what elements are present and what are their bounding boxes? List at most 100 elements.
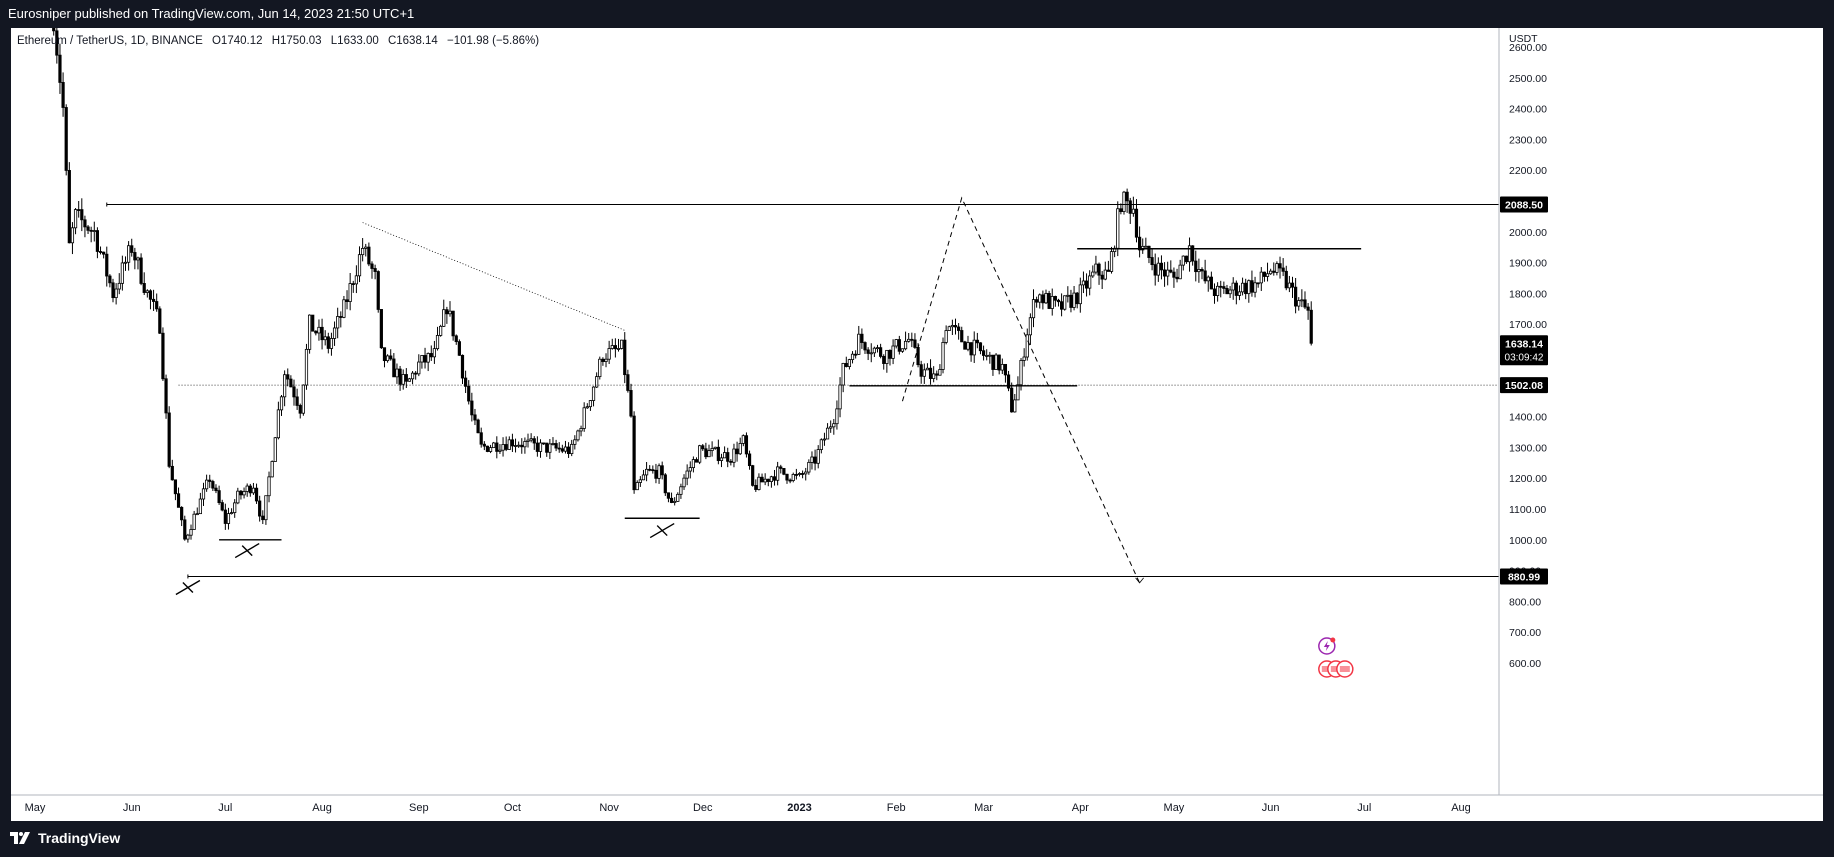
candle-body (111, 282, 115, 299)
candle-body (738, 443, 742, 455)
candle-body (570, 443, 574, 455)
candle-body (1184, 255, 1189, 263)
candle-body (155, 301, 159, 310)
candle-body (613, 345, 617, 350)
candle-body (966, 342, 970, 350)
tradingview-logo[interactable]: TradingView (10, 830, 120, 846)
candle-body (323, 336, 327, 341)
currency-label: USDT (1509, 33, 1538, 45)
candle-body (673, 500, 677, 503)
candle-body (289, 378, 293, 388)
time-tick-label: Aug (1451, 802, 1471, 814)
candle-body (1281, 267, 1285, 272)
candle-body (1006, 374, 1011, 389)
candle-body (722, 452, 727, 459)
candle-body (710, 448, 714, 451)
candle-body (336, 316, 340, 329)
candle-body (635, 482, 639, 491)
candle-body (875, 347, 880, 350)
candle-body (370, 263, 374, 269)
time-tick-label: 2023 (787, 802, 811, 814)
price-tick-label: 600.00 (1509, 658, 1541, 670)
candle-body (994, 354, 998, 370)
candle-body (351, 283, 355, 285)
candle-body (320, 326, 324, 341)
price-chart[interactable]: USDT600.00700.00800.00900.001000.001100.… (11, 28, 1823, 821)
candle-body (73, 209, 78, 229)
candle-body (797, 473, 802, 475)
candle-body (1175, 276, 1179, 280)
candle-body (158, 308, 162, 334)
candle-body (295, 396, 299, 406)
candle-body (195, 513, 199, 516)
chart-area[interactable]: USDT600.00700.00800.00900.001000.001100.… (11, 28, 1823, 821)
candle-body (819, 439, 823, 450)
candle-body (114, 288, 118, 299)
candle-body (498, 449, 502, 452)
candle-body (632, 415, 636, 491)
candle-body (916, 346, 920, 366)
candle-body (941, 342, 945, 370)
candle-body (669, 497, 674, 503)
candle-body (264, 495, 268, 521)
candle-body (1265, 273, 1270, 277)
candle-body (538, 442, 543, 452)
change-value: −101.98 (−5.86%) (447, 35, 540, 47)
price-label-mid (1500, 377, 1548, 394)
price-tick-label: 2000.00 (1509, 227, 1547, 239)
candle-body (925, 367, 930, 371)
price-tick-label: 2300.00 (1509, 134, 1547, 146)
candle-body (716, 446, 720, 461)
candle-body (339, 316, 343, 318)
candle-body (1119, 208, 1123, 212)
candle-body (273, 437, 277, 462)
candle-body (813, 456, 817, 464)
candle-body (760, 476, 764, 483)
candle-body (1059, 301, 1064, 310)
candle-body (67, 170, 71, 244)
candle-body (357, 254, 362, 277)
candle-body (64, 107, 68, 171)
candle-body (286, 374, 290, 380)
candle-body (666, 492, 671, 499)
candle-body (913, 339, 917, 348)
candle-body (142, 283, 146, 293)
candle-body (470, 400, 474, 416)
candle-body (361, 248, 365, 256)
candle-body (685, 470, 689, 479)
candle-body (726, 452, 730, 462)
candle-body (1022, 356, 1026, 361)
candle-body (601, 358, 605, 362)
candle-body (744, 435, 749, 455)
candle-body (782, 468, 786, 475)
candle-body (364, 246, 368, 249)
candle-body (205, 479, 209, 490)
candle-body (1116, 208, 1120, 249)
price-label-text-mid: 1502.08 (1505, 380, 1543, 392)
candle-body (794, 474, 798, 476)
candle-body (928, 367, 933, 379)
candle-body (504, 444, 508, 450)
candle-body (442, 309, 446, 327)
candle-body (620, 339, 624, 349)
candle-body (894, 339, 898, 347)
zigzag-dashed (901, 196, 1141, 584)
candle-body (1237, 291, 1242, 296)
time-tick-label: Jul (218, 802, 232, 814)
footer-bar: TradingView (0, 821, 1834, 857)
candle-body (298, 405, 302, 414)
candle-body (529, 438, 533, 441)
candle-body (435, 335, 440, 350)
candle-body (482, 443, 486, 447)
candle-body (776, 466, 780, 481)
candle-body (866, 349, 870, 354)
candle-body (841, 362, 845, 386)
candle-body (329, 338, 334, 349)
candle-body (248, 485, 252, 494)
candle-body (860, 333, 864, 343)
candle-body (214, 487, 218, 492)
candle-body (1072, 292, 1076, 308)
candle-body (186, 534, 190, 540)
candle-body (1209, 276, 1213, 290)
candle-body (576, 430, 580, 441)
